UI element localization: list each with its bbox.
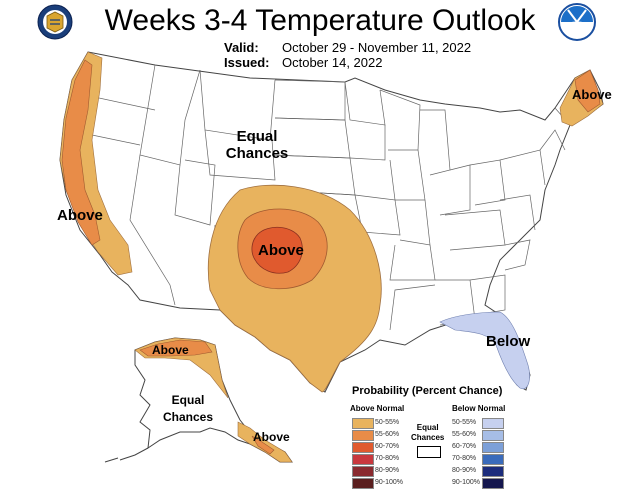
legend-below-swatch	[482, 466, 504, 477]
southeast-below-50	[439, 311, 530, 390]
new-england-above-55	[574, 69, 601, 113]
legend-above-range: 60-70%	[375, 443, 400, 450]
legend-below-range: 70-80%	[452, 455, 477, 462]
legend-below-swatch	[482, 430, 504, 441]
legend-below-range: 50-55%	[452, 419, 477, 426]
valid-line: Valid: October 29 - November 11, 2022	[224, 40, 471, 55]
legend-below-range: 55-60%	[452, 431, 477, 438]
noaa-logo-icon	[558, 3, 596, 41]
valid-value: October 29 - November 11, 2022	[282, 40, 472, 55]
legend-above-header: Above Normal	[350, 404, 405, 413]
legend-above-swatch	[352, 442, 374, 453]
legend-above-swatch	[352, 478, 374, 489]
doc-seal-icon	[37, 4, 73, 40]
aleutian-islands	[104, 447, 149, 463]
legend-above-swatch	[352, 418, 374, 429]
legend-below-header: Below Normal	[452, 404, 506, 413]
legend-equal-label: Equal Chances	[411, 423, 444, 443]
alaska-equal-line1: Equal	[171, 393, 205, 407]
legend-above-swatch	[352, 430, 374, 441]
issued-value: October 14, 2022	[282, 55, 383, 70]
west-coast-above-55	[61, 59, 101, 246]
issued-line: Issued: October 14, 2022	[224, 55, 382, 70]
legend-above-range: 80-90%	[375, 467, 400, 474]
legend-above-range: 70-80%	[375, 455, 400, 462]
northwest-equal-line1: Equal	[236, 128, 278, 145]
legend-above-swatch	[352, 466, 374, 477]
alaska-panhandle-above-55	[251, 435, 275, 455]
page-title: Weeks 3-4 Temperature Outlook	[104, 4, 536, 37]
legend-equal-line1: Equal	[416, 423, 439, 432]
alaska-panhandle-above	[237, 421, 293, 463]
legend-below-swatch	[482, 442, 504, 453]
legend-below-range: 80-90%	[452, 467, 477, 474]
legend-equal-swatch	[417, 446, 441, 458]
legend-above-swatch	[352, 454, 374, 465]
legend-equal-line2: Chances	[411, 433, 445, 442]
alaska-equal-line2: Chances	[162, 410, 214, 424]
legend-below-swatch	[482, 418, 504, 429]
central-above-60	[251, 226, 303, 274]
central-label: Above	[258, 242, 304, 259]
northwest-equal-label: Equal Chances	[222, 128, 292, 162]
alaska-north-above-55	[139, 339, 213, 357]
legend-above-range: 50-55%	[375, 419, 400, 426]
legend-below-swatch	[482, 478, 504, 489]
new-england-label: Above	[572, 87, 612, 102]
legend-above-range: 90-100%	[375, 479, 404, 486]
legend-below-range: 90-100%	[452, 479, 481, 486]
west-coast-label: Above	[57, 207, 103, 224]
florida-label: Below	[486, 333, 531, 350]
valid-label: Valid:	[224, 40, 259, 55]
issued-label: Issued:	[224, 55, 270, 70]
legend-below-range: 60-70%	[452, 443, 477, 450]
alaska-panhandle-label: Above	[253, 430, 290, 444]
legend-title: Probability (Percent Chance)	[352, 385, 503, 397]
alaska-equal-label: Equal Chances	[160, 392, 216, 426]
alaska-north-label: Above	[152, 343, 189, 357]
legend-above-range: 55-60%	[375, 431, 400, 438]
legend-below-swatch	[482, 454, 504, 465]
northwest-equal-line2: Chances	[225, 145, 289, 162]
